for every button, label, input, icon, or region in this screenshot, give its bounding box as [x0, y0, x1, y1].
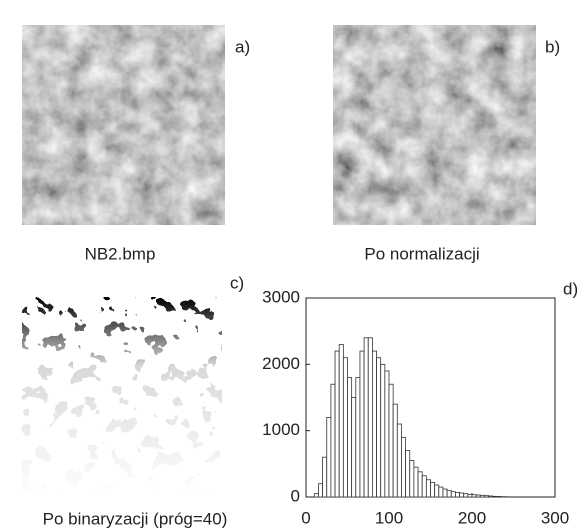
bar [338, 344, 344, 498]
bar [479, 494, 485, 498]
y-tick-label: 1000 [262, 420, 300, 439]
x-tick-label: 0 [301, 508, 310, 527]
bar [380, 363, 386, 498]
bar [430, 482, 436, 498]
panel-label: c) [230, 273, 244, 292]
bar [347, 377, 353, 498]
bar [392, 403, 398, 498]
image-c [22, 297, 222, 497]
bar [417, 471, 423, 498]
bar [355, 377, 361, 498]
bar [326, 416, 332, 498]
caption: NB2.bmp [85, 244, 156, 263]
bar [409, 460, 415, 498]
caption: Po normalizacji [364, 244, 479, 263]
bar [421, 475, 427, 498]
bar [459, 492, 465, 498]
bar [405, 450, 411, 498]
x-tick-label: 200 [458, 508, 486, 527]
panel-label: b) [545, 37, 560, 56]
bar [318, 483, 324, 498]
bar [492, 495, 498, 498]
bar [484, 495, 490, 498]
bar [396, 423, 402, 498]
bar [388, 383, 394, 498]
bar [438, 486, 444, 498]
bar [488, 495, 494, 498]
caption: Po binaryzacji (próg=40) [43, 509, 228, 528]
bar [367, 337, 373, 498]
bar [322, 456, 328, 498]
bar [454, 491, 460, 498]
bar [401, 436, 407, 498]
bar [496, 496, 502, 498]
image-a [22, 25, 225, 225]
y-tick-label: 2000 [262, 354, 300, 373]
bar [330, 383, 336, 498]
bar [376, 357, 382, 498]
bar [471, 494, 477, 498]
bar [463, 493, 469, 498]
bar [313, 493, 319, 498]
bar [359, 350, 365, 498]
bar [363, 337, 369, 498]
y-tick-label: 3000 [262, 287, 300, 306]
x-tick-label: 300 [541, 508, 569, 527]
x-tick-label: 100 [375, 508, 403, 527]
y-tick-label: 0 [291, 486, 300, 505]
bar [467, 493, 473, 498]
bar [413, 466, 419, 498]
panel-label: a) [235, 37, 250, 56]
bar [351, 397, 357, 498]
bar [342, 357, 348, 498]
bar [334, 350, 340, 498]
bar [425, 479, 431, 498]
bar [475, 494, 481, 498]
bar [434, 484, 440, 498]
bar [384, 370, 390, 498]
panel-label: d) [563, 279, 578, 298]
bar [371, 350, 377, 498]
bar [450, 491, 456, 498]
image-b [333, 25, 536, 225]
bar [442, 488, 448, 498]
bar [446, 489, 452, 498]
